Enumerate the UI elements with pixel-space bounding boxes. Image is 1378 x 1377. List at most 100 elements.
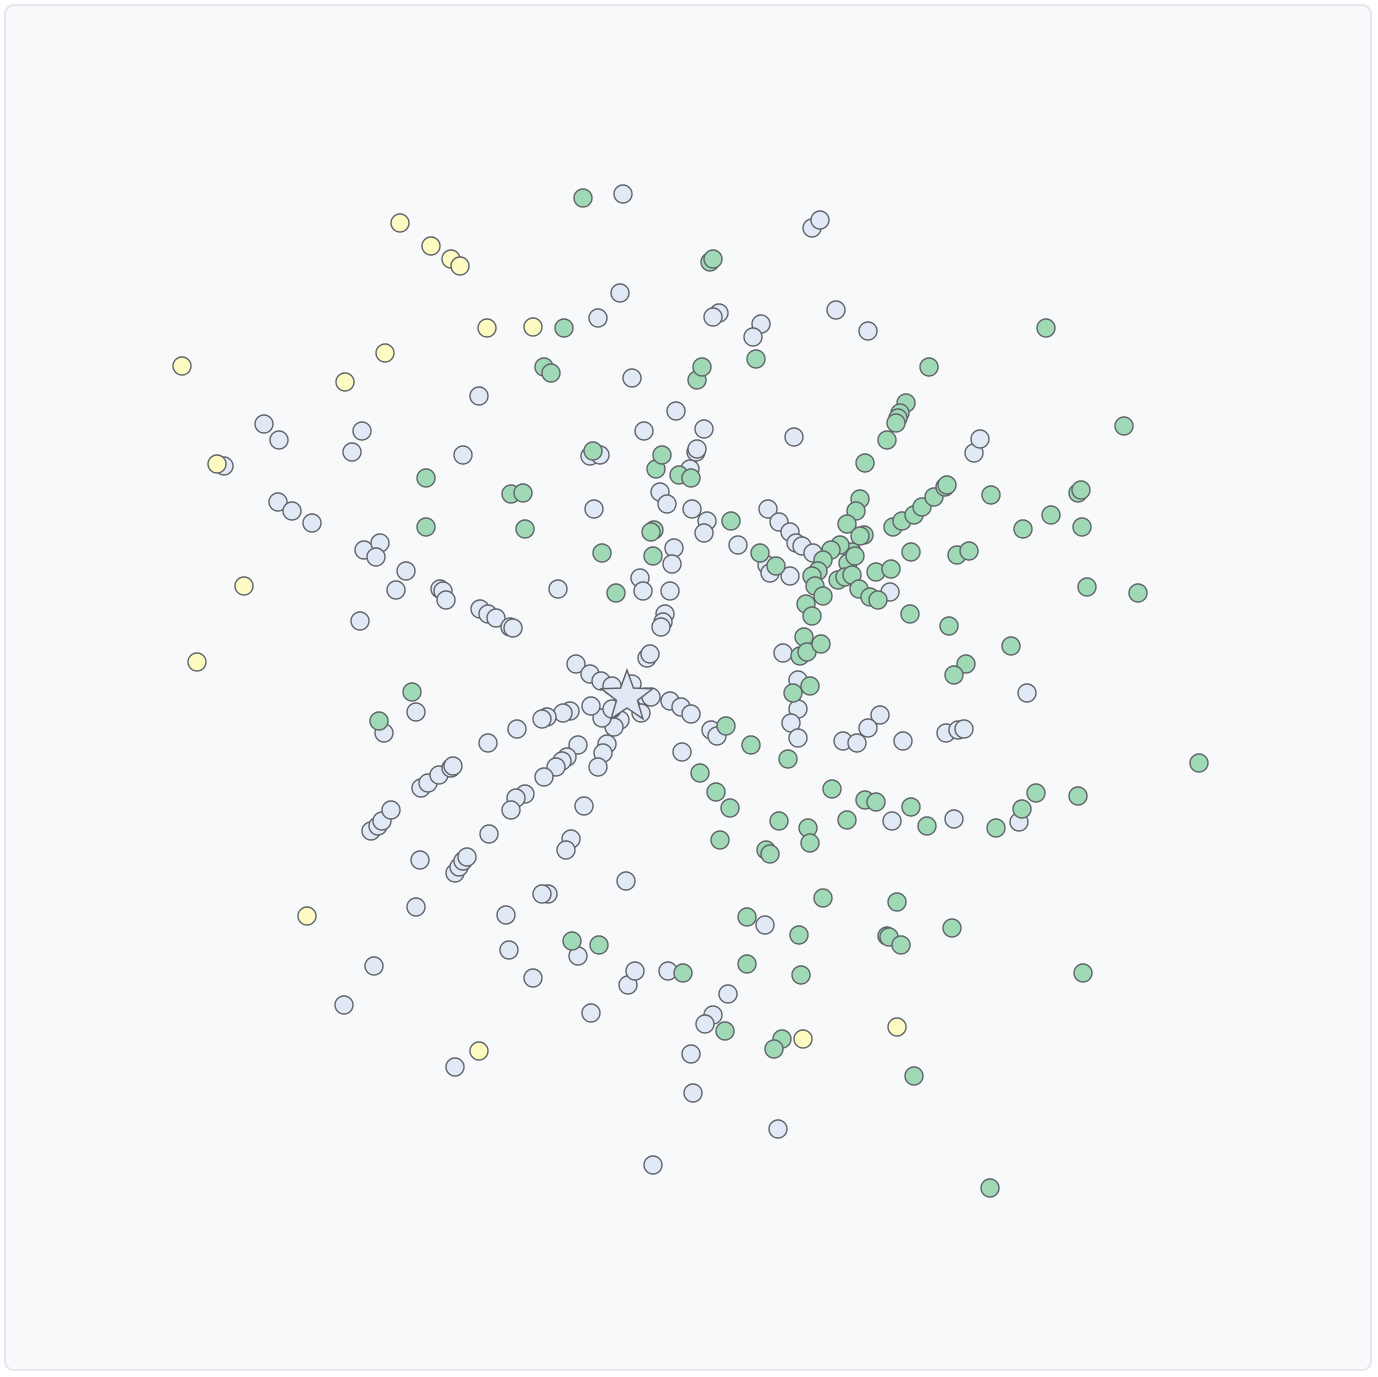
node-yellow-10 [234, 576, 254, 596]
node-green-79 [1013, 519, 1033, 539]
node-light_blue-145 [1017, 683, 1037, 703]
node-light_blue-163 [381, 800, 401, 820]
node-light_blue-150 [445, 1057, 465, 1077]
node-green-0 [573, 188, 593, 208]
node-green-126 [939, 616, 959, 636]
node-light_blue-114 [768, 1119, 788, 1139]
node-light_blue-96 [556, 840, 576, 860]
node-green-33 [800, 676, 820, 696]
node-light_blue-119 [728, 535, 748, 555]
node-green-82 [1114, 416, 1134, 436]
node-green-18 [641, 522, 661, 542]
node-green-38 [690, 763, 710, 783]
node-light_blue-40 [634, 421, 654, 441]
node-light_blue-51 [664, 538, 684, 558]
node-light_blue-111 [681, 1044, 701, 1064]
node-light_blue-61 [566, 654, 586, 674]
node-light_blue-8 [743, 327, 763, 347]
node-light_blue-76 [581, 696, 601, 716]
node-green-8 [541, 363, 561, 383]
node-green-77 [1072, 517, 1092, 537]
node-green-69 [1073, 963, 1093, 983]
node-light_blue-29 [436, 590, 456, 610]
node-green-13 [515, 519, 535, 539]
node-light_blue-133 [788, 728, 808, 748]
node-green-61 [764, 1039, 784, 1059]
node-green-41 [710, 830, 730, 850]
node-light_blue-52 [662, 554, 682, 574]
node-light_blue-10 [588, 308, 608, 328]
node-light_blue-80 [532, 709, 552, 729]
node-green-54 [789, 925, 809, 945]
node-yellow-8 [172, 356, 192, 376]
node-green-39 [706, 782, 726, 802]
node-green-26 [766, 556, 786, 576]
node-light_blue-36 [548, 579, 568, 599]
node-light_blue-9 [610, 283, 630, 303]
node-light_blue-2 [810, 210, 830, 230]
node-light_blue-14 [342, 442, 362, 462]
node-yellow-14 [793, 1029, 813, 1049]
node-light_blue-35 [503, 618, 523, 638]
node-light_blue-104 [581, 1003, 601, 1023]
node-light_blue-170 [406, 702, 426, 722]
node-green-65 [891, 935, 911, 955]
node-green-83 [1036, 318, 1056, 338]
node-light_blue-153 [406, 897, 426, 917]
node-green-28 [802, 606, 822, 626]
node-light_blue-11 [622, 368, 642, 388]
node-green-113 [881, 559, 901, 579]
node-green-133 [589, 935, 609, 955]
node-light_blue-139 [893, 731, 913, 751]
node-green-68 [980, 1178, 1000, 1198]
node-green-56 [737, 907, 757, 927]
node-green-75 [1128, 583, 1148, 603]
node-green-44 [769, 811, 789, 831]
node-light_blue-168 [443, 756, 463, 776]
node-light_blue-78 [553, 703, 573, 723]
node-green-24 [721, 511, 741, 531]
node-green-95 [850, 526, 870, 546]
node-green-129 [1001, 636, 1021, 656]
node-light_blue-16 [254, 414, 274, 434]
node-green-128 [944, 665, 964, 685]
node-light_blue-41 [666, 401, 686, 421]
node-light_blue-134 [784, 427, 804, 447]
node-light_blue-20 [282, 501, 302, 521]
node-green-90 [855, 453, 875, 473]
node-light_blue-147 [944, 809, 964, 829]
node-light_blue-151 [334, 995, 354, 1015]
node-green-76 [1077, 577, 1097, 597]
node-green-19 [643, 546, 663, 566]
node-light_blue-108 [718, 984, 738, 1004]
node-light_blue-110 [695, 1014, 715, 1034]
node-green-40 [720, 798, 740, 818]
node-light_blue-47 [657, 494, 677, 514]
node-light_blue-21 [302, 513, 322, 533]
node-light_blue-100 [496, 905, 516, 925]
node-light_blue-0 [613, 184, 633, 204]
node-green-114 [900, 604, 920, 624]
node-light_blue-58 [651, 617, 671, 637]
node-light_blue-90 [534, 767, 554, 787]
node-light_blue-3 [826, 300, 846, 320]
node-green-104 [813, 586, 833, 606]
node-yellow-11 [187, 652, 207, 672]
node-light_blue-99 [532, 884, 552, 904]
node-green-5 [692, 357, 712, 377]
node-light_blue-17 [269, 430, 289, 450]
node-green-66 [942, 918, 962, 938]
node-green-81 [1071, 480, 1091, 500]
node-light_blue-128 [780, 566, 800, 586]
node-green-88 [886, 413, 906, 433]
node-light_blue-55 [660, 581, 680, 601]
node-light_blue-19 [268, 492, 288, 512]
node-light_blue-129 [773, 643, 793, 663]
node-light_blue-82 [478, 733, 498, 753]
node-light_blue-60 [640, 644, 660, 664]
node-light_blue-81 [507, 719, 527, 739]
node-green-53 [813, 888, 833, 908]
node-yellow-6 [375, 343, 395, 363]
node-green-111 [868, 590, 888, 610]
